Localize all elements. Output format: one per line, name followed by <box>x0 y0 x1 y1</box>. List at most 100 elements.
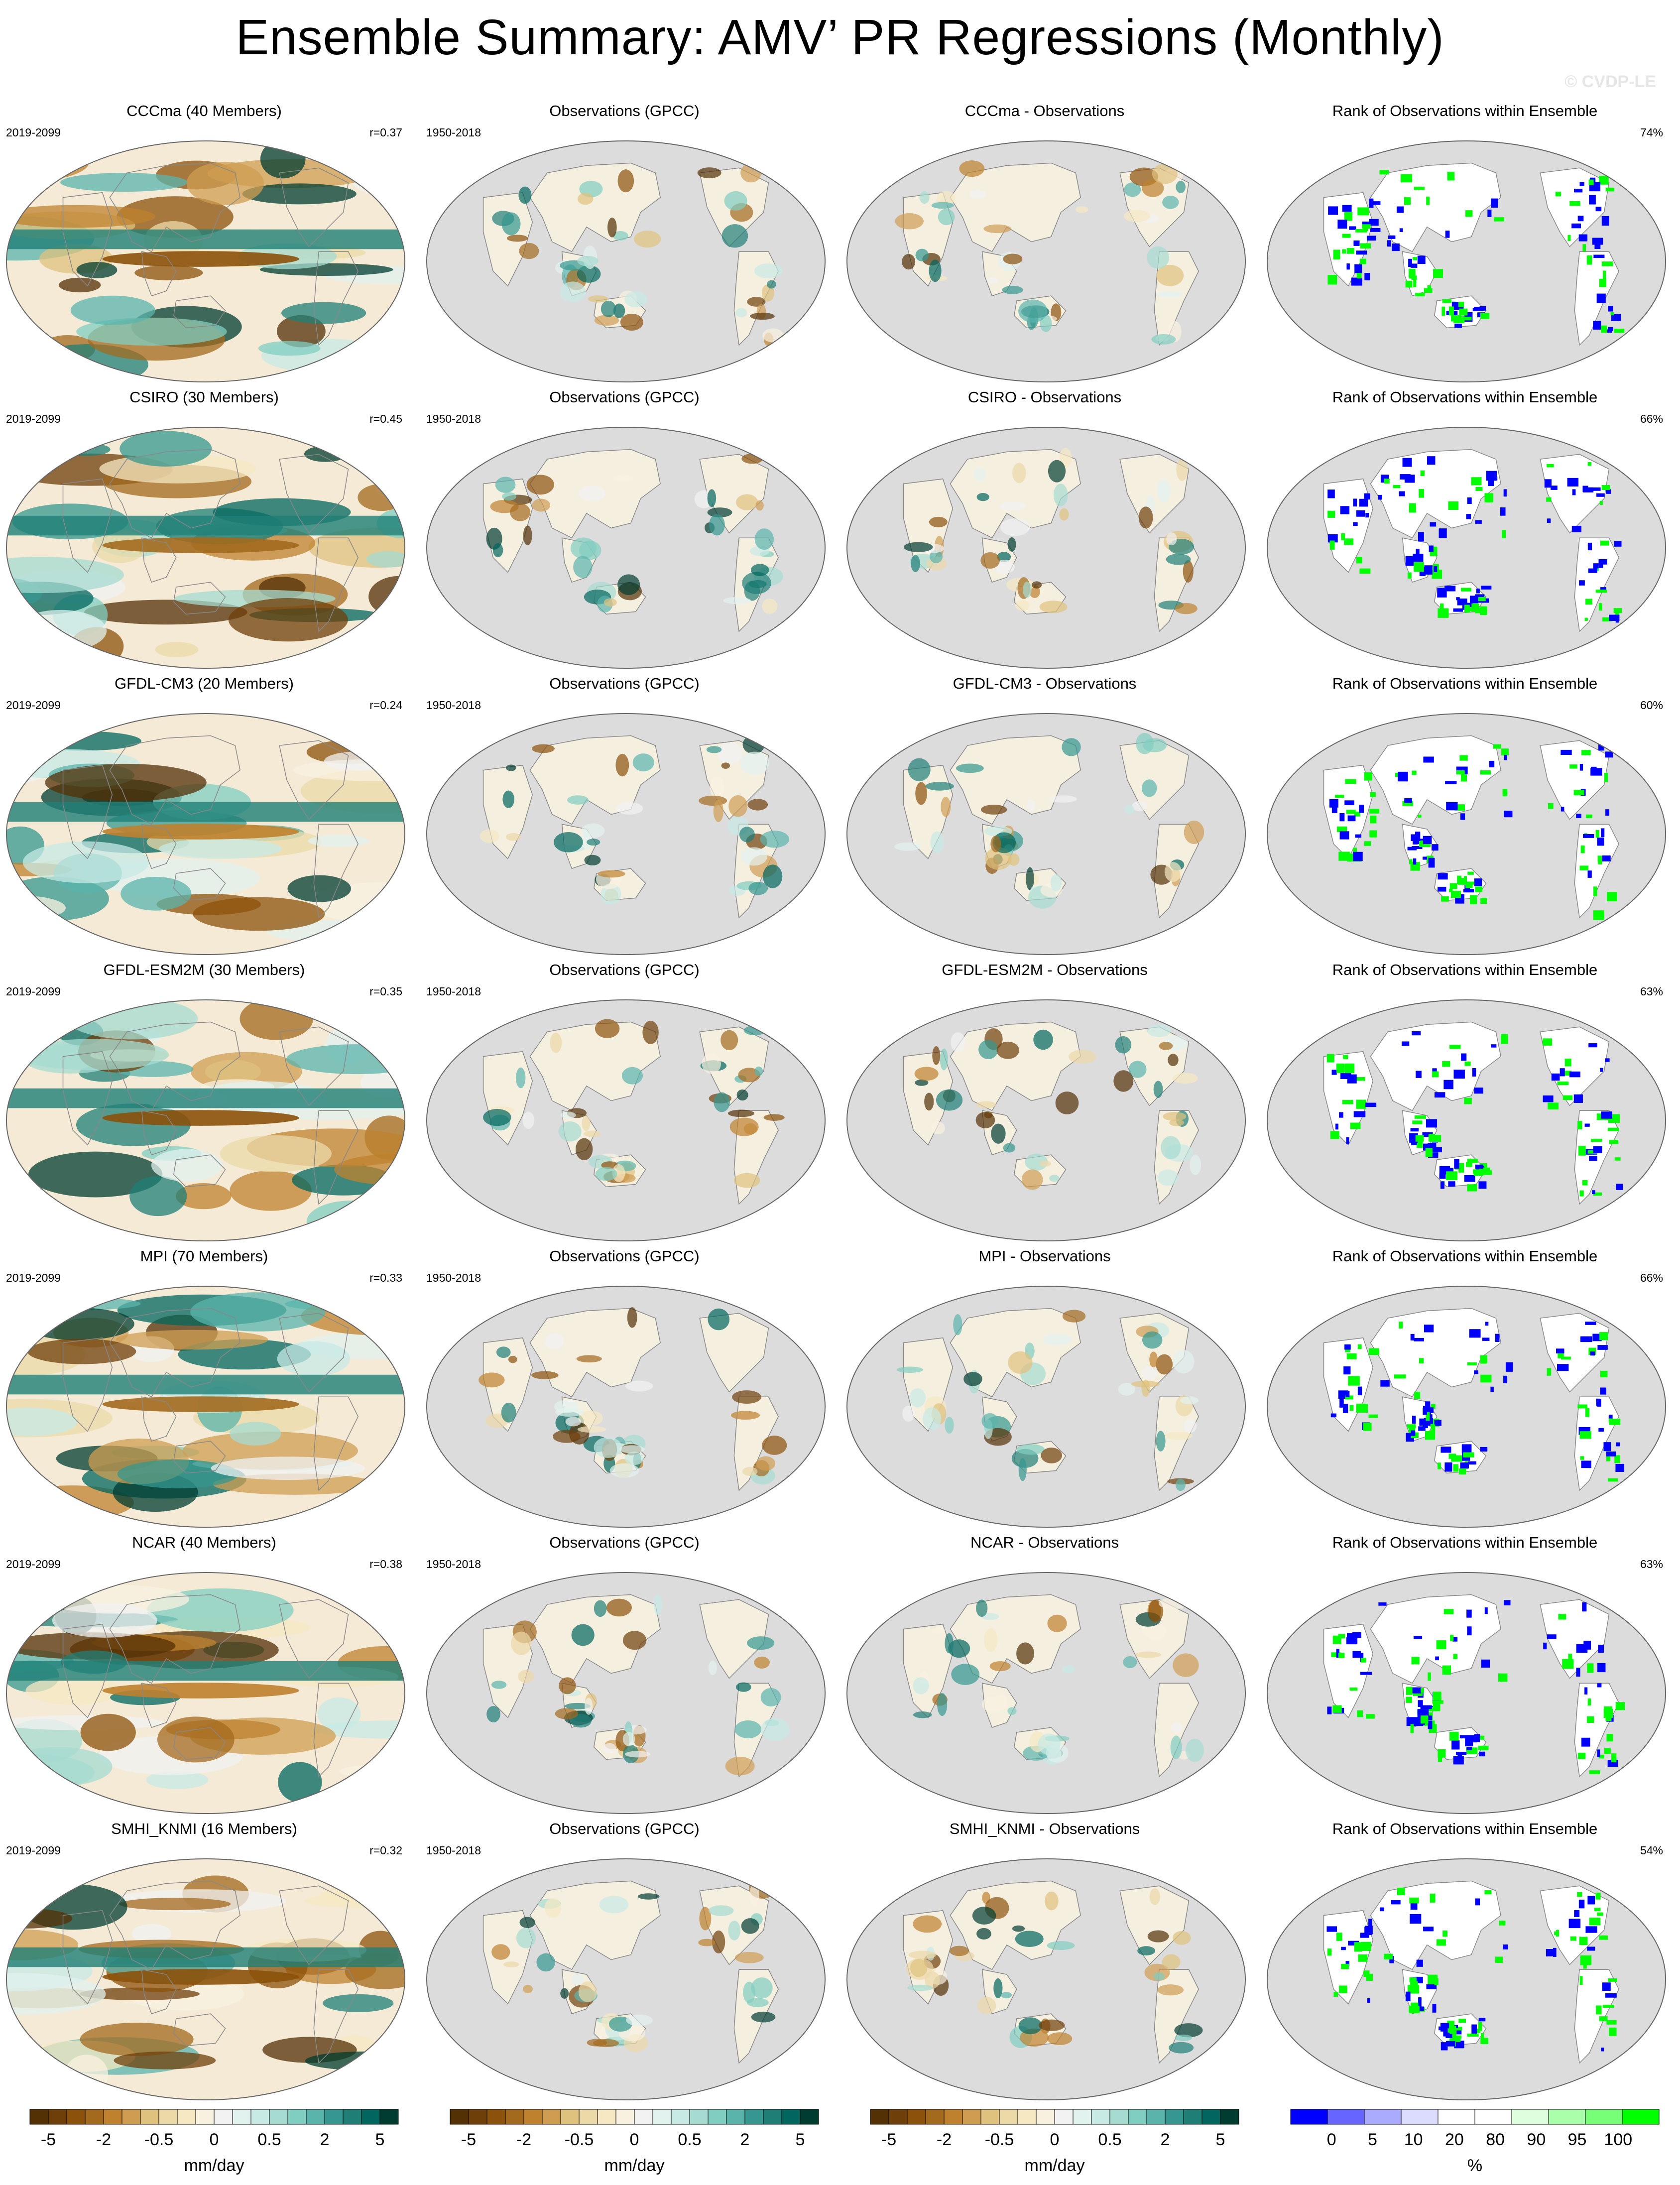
colorbar-swatch <box>1109 2109 1129 2125</box>
difference-panel: GFDL-ESM2M - Observations <box>840 961 1249 1247</box>
map-plot <box>846 713 1246 955</box>
map-plot <box>1266 427 1667 669</box>
watermark: © CVDP-LE <box>1564 72 1656 91</box>
pattern-correlation-label: r=0.37 <box>369 126 402 139</box>
colorbar-swatch <box>269 2109 288 2125</box>
panel-title: Observations (GPCC) <box>549 675 700 692</box>
map-plot <box>846 1286 1246 1528</box>
colorbar-tick-label: 90 <box>1527 2130 1546 2149</box>
colorbar-swatch <box>689 2109 709 2125</box>
model-panel: GFDL-ESM2M (30 Members) 2019-2099 r=0.35 <box>0 961 408 1247</box>
period-label: 1950-2018 <box>426 412 481 425</box>
map-plot <box>5 1286 406 1528</box>
panel-title: GFDL-CM3 (20 Members) <box>115 675 294 692</box>
rank-percent-label: 63% <box>1640 985 1663 998</box>
colorbar-tick-label: 0 <box>630 2130 639 2149</box>
observations-panel: Observations (GPCC) 1950-2018 <box>420 1534 829 1820</box>
colorbar-swatch <box>379 2109 399 2125</box>
observations-panel: Observations (GPCC) 1950-2018 <box>420 1247 829 1534</box>
colorbar-swatch <box>505 2109 524 2125</box>
colorbar-unit: mm/day <box>1024 2156 1085 2175</box>
colorbar-swatch <box>980 2109 1000 2125</box>
colorbar-tick-label: 0.5 <box>257 2130 281 2149</box>
map-plot <box>426 1858 826 2100</box>
panel-title: Rank of Observations within Ensemble <box>1332 1534 1598 1551</box>
pattern-correlation-label: r=0.35 <box>369 985 402 998</box>
colorbar-tick-label: -5 <box>41 2130 56 2149</box>
map-plot <box>1266 1858 1667 2100</box>
colorbar-swatch <box>1290 2109 1328 2125</box>
colorbar-swatch <box>1548 2109 1586 2125</box>
colorbar-swatch <box>763 2109 782 2125</box>
colorbar-mm-day: -5 -2 -0.5 0 0.5 2 5 mm/day <box>445 2106 824 2181</box>
difference-panel: CCCma - Observations <box>840 102 1249 388</box>
panel-title: Observations (GPCC) <box>549 388 700 406</box>
colorbar-swatch <box>324 2109 344 2125</box>
page-title: Ensemble Summary: AMV’ PR Regressions (M… <box>236 9 1444 65</box>
panel-title: Rank of Observations within Ensemble <box>1332 388 1598 406</box>
colorbar-swatch <box>1091 2109 1110 2125</box>
colorbar-swatch <box>1054 2109 1074 2125</box>
panel-title: MPI (70 Members) <box>140 1247 268 1265</box>
colorbar-unit: mm/day <box>604 2156 665 2175</box>
rank-panel: Rank of Observations within Ensemble 74% <box>1261 102 1669 388</box>
map-plot <box>426 427 826 669</box>
colorbar-swatch <box>1622 2109 1660 2125</box>
period-label: 2019-2099 <box>6 412 61 425</box>
colorbar-swatch <box>1438 2109 1475 2125</box>
panel-title: CCCma - Observations <box>964 102 1125 120</box>
colorbar-swatch <box>999 2109 1018 2125</box>
colorbar-swatch <box>962 2109 981 2125</box>
period-label: 1950-2018 <box>426 1844 481 1857</box>
colorbar-tick-label: 95 <box>1568 2130 1587 2149</box>
panel-title: NCAR - Observations <box>970 1534 1119 1551</box>
map-plot <box>846 1858 1246 2100</box>
colorbar-tick-label: -0.5 <box>985 2130 1014 2149</box>
colorbar-swatch <box>1585 2109 1623 2125</box>
colorbar-tick-label: 80 <box>1486 2130 1505 2149</box>
colorbar-swatch <box>888 2109 908 2125</box>
map-plot <box>426 999 826 1241</box>
colorbar-tick-label: 20 <box>1445 2130 1464 2149</box>
rank-panel: Rank of Observations within Ensemble 63% <box>1261 961 1669 1247</box>
panel-title: NCAR (40 Members) <box>132 1534 276 1551</box>
colorbar-swatch <box>450 2109 469 2125</box>
difference-panel: MPI - Observations <box>840 1247 1249 1534</box>
colorbar-swatch <box>1327 2109 1365 2125</box>
colorbar-tick-label: 2 <box>740 2130 750 2149</box>
map-plot <box>5 713 406 955</box>
difference-panel: NCAR - Observations <box>840 1534 1249 1820</box>
pattern-correlation-label: r=0.24 <box>369 699 402 712</box>
rank-panel: Rank of Observations within Ensemble 63% <box>1261 1534 1669 1820</box>
map-plot <box>846 427 1246 669</box>
colorbar-swatch <box>121 2109 141 2125</box>
map-plot <box>5 140 406 382</box>
colorbar-swatch <box>177 2109 196 2125</box>
colorbar-swatch <box>1036 2109 1055 2125</box>
map-plot <box>426 1286 826 1528</box>
colorbar-swatch <box>1073 2109 1092 2125</box>
colorbar-tick-label: 0.5 <box>678 2130 701 2149</box>
panel-title: CSIRO - Observations <box>967 388 1122 406</box>
colorbar-swatch <box>726 2109 745 2125</box>
colorbar-swatch <box>615 2109 635 2125</box>
colorbar-tick-label: 0 <box>1050 2130 1060 2149</box>
rank-panel: Rank of Observations within Ensemble 54% <box>1261 1820 1669 2106</box>
map-plot <box>5 427 406 669</box>
panel-title: Rank of Observations within Ensemble <box>1332 102 1598 120</box>
colorbar-swatch <box>468 2109 487 2125</box>
map-plot <box>1266 999 1667 1241</box>
panel-title: GFDL-CM3 - Observations <box>953 675 1137 692</box>
colorbar-swatch <box>523 2109 543 2125</box>
rank-percent-label: 54% <box>1640 1844 1663 1857</box>
map-plot <box>846 140 1246 382</box>
colorbar-tick-label: 5 <box>1368 2130 1377 2149</box>
colorbar-swatch <box>925 2109 945 2125</box>
difference-panel: CSIRO - Observations <box>840 388 1249 675</box>
colorbar-swatch <box>1364 2109 1402 2125</box>
colorbar-swatch <box>66 2109 86 2125</box>
colorbar-swatch <box>597 2109 616 2125</box>
difference-panel: SMHI_KNMI - Observations <box>840 1820 1249 2106</box>
colorbar-tick-label: 5 <box>1216 2130 1225 2149</box>
colorbar-swatch <box>103 2109 122 2125</box>
